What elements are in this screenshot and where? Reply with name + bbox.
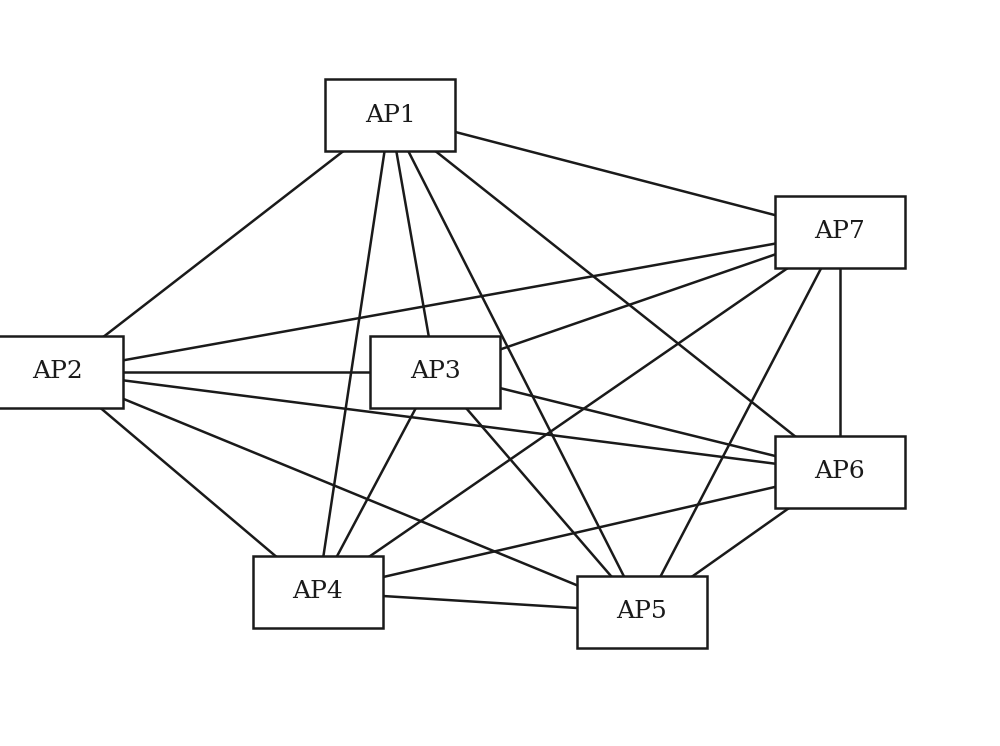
Text: AP4: AP4 xyxy=(293,580,343,604)
FancyBboxPatch shape xyxy=(775,436,905,508)
FancyBboxPatch shape xyxy=(370,336,500,408)
Text: AP2: AP2 xyxy=(33,360,83,383)
Text: AP3: AP3 xyxy=(410,360,460,383)
FancyBboxPatch shape xyxy=(577,576,707,648)
Text: AP1: AP1 xyxy=(365,104,415,127)
FancyBboxPatch shape xyxy=(253,556,383,628)
FancyBboxPatch shape xyxy=(775,196,905,268)
FancyBboxPatch shape xyxy=(0,336,123,408)
FancyBboxPatch shape xyxy=(325,79,455,151)
Text: AP7: AP7 xyxy=(815,221,865,243)
Text: AP6: AP6 xyxy=(815,460,865,483)
Text: AP5: AP5 xyxy=(617,601,667,624)
